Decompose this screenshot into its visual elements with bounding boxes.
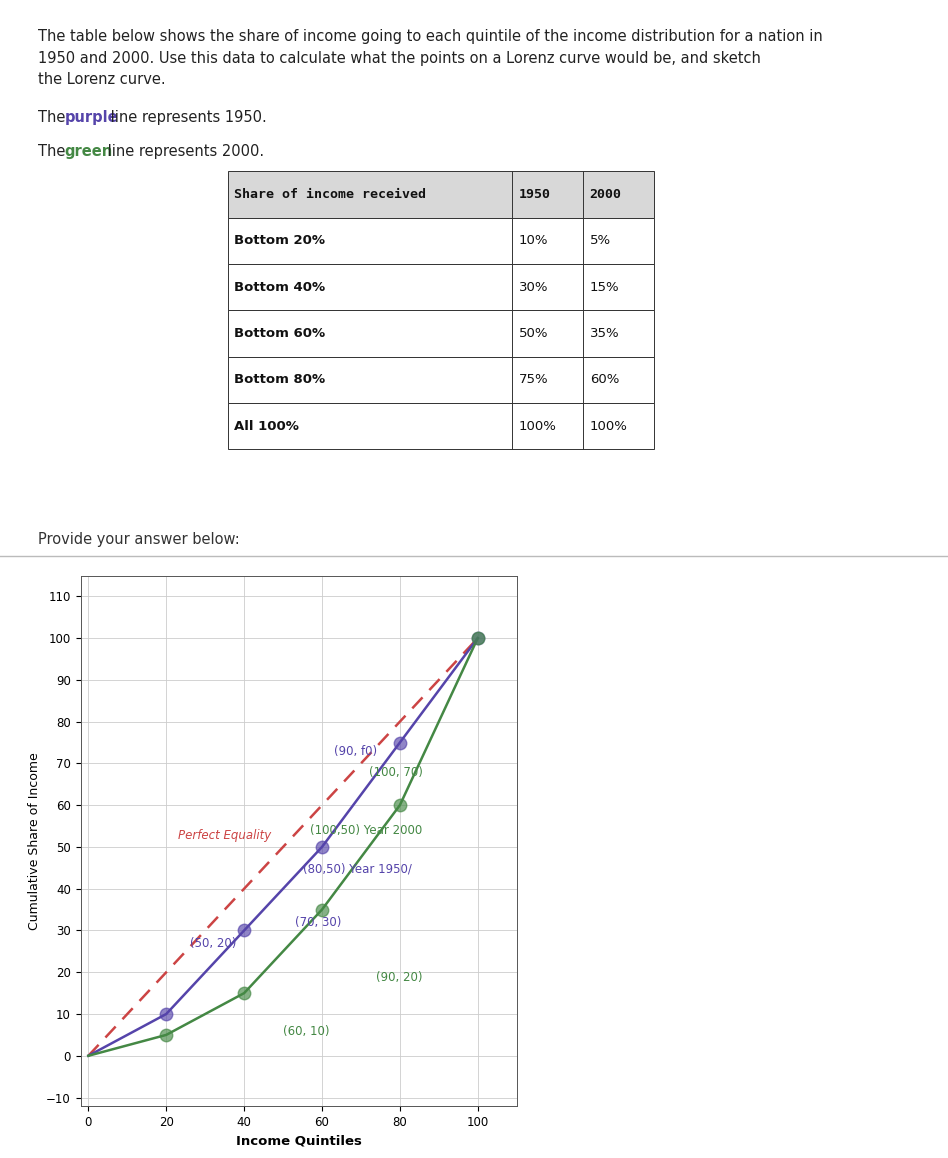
Text: 35%: 35% [590,327,619,340]
Text: The: The [38,110,70,125]
Text: (100,50) Year 2000: (100,50) Year 2000 [310,824,423,837]
Text: purple: purple [64,110,118,125]
Text: (70, 30): (70, 30) [295,916,341,930]
Text: 75%: 75% [519,373,548,387]
Text: (90, f0): (90, f0) [334,745,376,758]
Y-axis label: Cumulative Share of Income: Cumulative Share of Income [27,752,41,930]
Text: line represents 1950.: line represents 1950. [106,110,267,125]
Text: Provide your answer below:: Provide your answer below: [38,532,240,547]
Text: 2000: 2000 [590,188,622,201]
Text: 5%: 5% [590,234,611,248]
Text: Bottom 80%: Bottom 80% [234,373,325,387]
Text: The table below shows the share of income going to each quintile of the income d: The table below shows the share of incom… [38,29,823,87]
Text: (90, 20): (90, 20) [376,970,423,983]
Text: 100%: 100% [519,419,556,433]
Text: Perfect Equality: Perfect Equality [178,829,271,842]
Text: 10%: 10% [519,234,548,248]
Text: (80,50) Year 1950/: (80,50) Year 1950/ [302,862,411,875]
Text: Bottom 40%: Bottom 40% [234,280,325,294]
Text: 60%: 60% [590,373,619,387]
Text: Bottom 60%: Bottom 60% [234,327,325,340]
Text: 50%: 50% [519,327,548,340]
Text: The: The [38,144,70,159]
Text: green: green [64,144,113,159]
Text: All 100%: All 100% [234,419,299,433]
Text: 1950: 1950 [519,188,551,201]
Text: 30%: 30% [519,280,548,294]
Text: 100%: 100% [590,419,628,433]
Text: Share of income received: Share of income received [234,188,427,201]
X-axis label: Income Quintiles: Income Quintiles [236,1134,361,1148]
Text: (60, 10): (60, 10) [283,1025,330,1038]
Text: (50, 20): (50, 20) [190,937,236,951]
Text: line represents 2000.: line represents 2000. [103,144,264,159]
Text: (100, 70): (100, 70) [369,765,423,779]
Text: 15%: 15% [590,280,619,294]
Text: Bottom 20%: Bottom 20% [234,234,325,248]
